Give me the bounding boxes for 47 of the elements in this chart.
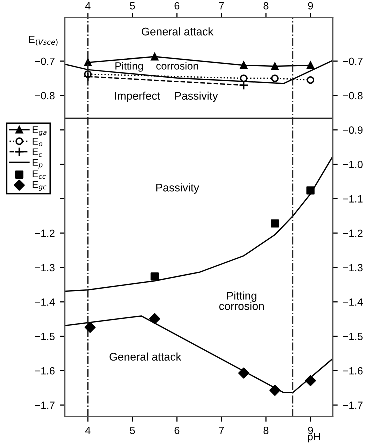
annotation: corrosion	[156, 62, 198, 70]
x2-tick-label: 5	[130, 427, 136, 434]
legend-label: E$_{cc}$	[32, 170, 46, 180]
annotation: Imperfect	[115, 92, 160, 102]
x-tick-label: 4	[85, 2, 91, 10]
y-tick-label: −1.7	[35, 402, 55, 410]
x-tick-label: 5	[130, 2, 136, 10]
y2-tick-label: −0.7	[343, 58, 363, 66]
y2-tick-label: −1.4	[343, 298, 363, 306]
x-tick-label: 8	[264, 2, 269, 10]
annotation: Pitting	[116, 62, 144, 72]
y-tick-label: −0.8	[35, 92, 55, 100]
y2-tick-label: −1.7	[343, 402, 363, 410]
y-tick-label: −1.4	[35, 298, 55, 306]
annotation: General attack	[110, 352, 182, 361]
y-axis-title: E$_{(Vsce)}$	[29, 36, 58, 46]
y2-tick-label: −1.1	[343, 196, 363, 203]
y2-tick-label: −1.2	[343, 230, 363, 238]
legend-label: E$_{gc}$	[32, 181, 47, 191]
legend-label: E$_{o}$	[32, 138, 43, 147]
y2-tick-label: −0.9	[343, 126, 363, 134]
annotation: Passivity	[175, 92, 218, 102]
y-tick-label: −1.2	[35, 230, 55, 238]
legend-label: E$_{c}$	[32, 148, 42, 158]
y-tick-label: −0.7	[35, 58, 55, 66]
x-tick-label: 6	[174, 2, 180, 10]
annotation: Pitting corrosion	[220, 292, 264, 310]
y-tick-label: −1.5	[35, 333, 55, 340]
legend-label: E$_{ga}$	[32, 126, 47, 136]
y2-tick-label: −1.5	[343, 333, 363, 340]
x2-tick-label: 9	[308, 426, 314, 434]
y2-tick-label: −1.3	[343, 264, 363, 272]
y-tick-label: −1.3	[35, 264, 55, 272]
y2-tick-label: −1.0	[343, 161, 363, 168]
x2-tick-label: 8	[264, 426, 269, 434]
annotation: General attack	[142, 28, 214, 36]
x2-tick-label: 4	[85, 427, 91, 434]
legend-label: E$_{p}$	[32, 159, 43, 169]
x2-tick-label: 7	[219, 427, 224, 434]
y2-tick-label: −0.8	[343, 92, 363, 100]
x-tick-label: 9	[308, 2, 314, 10]
x2-tick-label: 6	[174, 426, 180, 434]
x-axis-title: pH	[308, 433, 320, 443]
x-tick-label: 7	[219, 2, 224, 10]
annotation: Passivity	[156, 184, 200, 194]
y-tick-label: −1.6	[35, 367, 55, 375]
y2-tick-label: −1.6	[343, 367, 363, 375]
